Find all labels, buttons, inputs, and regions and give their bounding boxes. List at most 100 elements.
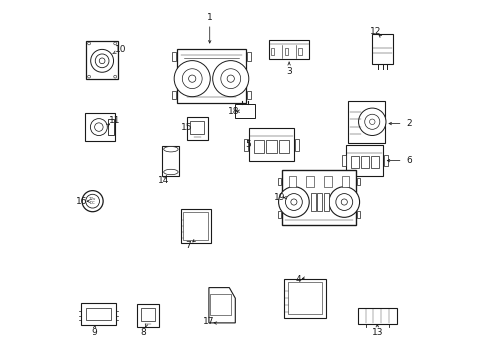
Ellipse shape xyxy=(164,169,178,175)
Circle shape xyxy=(291,199,297,205)
Bar xyxy=(137,304,159,327)
Text: 9: 9 xyxy=(91,328,97,337)
Bar xyxy=(361,156,369,168)
Bar xyxy=(318,193,322,211)
Bar xyxy=(372,35,393,64)
Bar xyxy=(86,308,111,320)
Circle shape xyxy=(227,75,234,82)
Bar xyxy=(177,49,246,103)
Bar xyxy=(172,91,176,99)
Bar xyxy=(342,176,349,187)
Text: 18: 18 xyxy=(228,107,240,116)
Circle shape xyxy=(213,60,249,97)
Circle shape xyxy=(189,75,196,82)
Bar xyxy=(285,48,288,55)
Bar xyxy=(253,140,264,153)
Circle shape xyxy=(182,69,202,89)
Circle shape xyxy=(88,75,91,78)
Bar xyxy=(282,170,356,225)
Circle shape xyxy=(341,199,347,205)
Bar xyxy=(342,155,346,166)
Text: 1: 1 xyxy=(207,13,213,22)
Bar xyxy=(311,193,316,211)
Bar xyxy=(108,119,114,135)
Circle shape xyxy=(174,60,210,97)
Bar xyxy=(284,279,326,318)
Circle shape xyxy=(286,194,302,211)
Bar xyxy=(384,155,388,166)
Bar xyxy=(271,48,274,55)
Bar xyxy=(246,52,251,61)
Text: 12: 12 xyxy=(370,27,381,36)
Circle shape xyxy=(365,114,380,129)
Bar xyxy=(324,176,332,187)
Bar xyxy=(269,40,309,59)
Bar xyxy=(81,303,116,325)
Text: 16: 16 xyxy=(76,197,88,206)
Ellipse shape xyxy=(164,147,178,152)
Bar xyxy=(295,139,298,150)
Bar xyxy=(267,140,276,153)
Bar xyxy=(279,140,290,153)
Bar xyxy=(278,211,281,217)
Text: 11: 11 xyxy=(109,116,120,125)
Bar xyxy=(289,176,296,187)
Text: 2: 2 xyxy=(406,119,412,128)
Circle shape xyxy=(86,194,99,208)
Bar xyxy=(163,145,179,176)
Circle shape xyxy=(88,42,91,45)
Text: 7: 7 xyxy=(186,241,192,250)
Bar xyxy=(357,178,360,185)
Text: 10: 10 xyxy=(115,45,126,54)
Circle shape xyxy=(359,108,386,135)
Circle shape xyxy=(99,58,105,64)
Circle shape xyxy=(114,75,117,78)
Circle shape xyxy=(114,42,117,45)
Circle shape xyxy=(369,119,375,125)
Circle shape xyxy=(90,118,107,136)
Bar xyxy=(246,91,251,99)
Bar xyxy=(181,209,211,243)
Text: 3: 3 xyxy=(286,67,292,76)
Text: 14: 14 xyxy=(157,176,169,185)
Bar xyxy=(288,282,322,314)
Text: 19: 19 xyxy=(274,193,285,202)
Circle shape xyxy=(95,54,109,68)
Bar xyxy=(350,156,359,168)
Bar xyxy=(278,178,281,185)
Bar xyxy=(245,139,248,150)
Bar xyxy=(86,41,118,80)
Text: 4: 4 xyxy=(295,275,301,284)
Bar xyxy=(324,193,329,211)
Text: 5: 5 xyxy=(245,140,251,149)
Circle shape xyxy=(95,123,103,131)
Text: 12v
DC: 12v DC xyxy=(89,197,96,206)
Circle shape xyxy=(221,69,241,89)
Circle shape xyxy=(91,49,114,72)
Text: 13: 13 xyxy=(371,328,383,337)
Text: 15: 15 xyxy=(181,123,193,132)
Bar xyxy=(210,294,231,315)
Text: 17: 17 xyxy=(203,317,215,326)
Circle shape xyxy=(336,194,353,211)
Text: 6: 6 xyxy=(406,156,412,165)
Bar xyxy=(298,48,301,55)
Bar xyxy=(187,117,208,140)
Bar xyxy=(141,309,155,321)
Bar xyxy=(85,113,115,141)
Circle shape xyxy=(82,190,103,212)
Bar xyxy=(248,128,294,162)
Bar xyxy=(371,156,379,168)
Bar xyxy=(346,145,384,176)
Circle shape xyxy=(279,187,309,217)
Bar xyxy=(235,104,255,118)
Bar xyxy=(191,121,204,134)
Bar xyxy=(357,211,360,217)
Bar xyxy=(358,308,397,324)
Bar xyxy=(183,212,208,240)
Bar xyxy=(348,101,385,143)
Bar xyxy=(306,176,314,187)
Text: 8: 8 xyxy=(141,328,147,337)
Circle shape xyxy=(329,187,360,217)
Bar xyxy=(172,52,176,61)
